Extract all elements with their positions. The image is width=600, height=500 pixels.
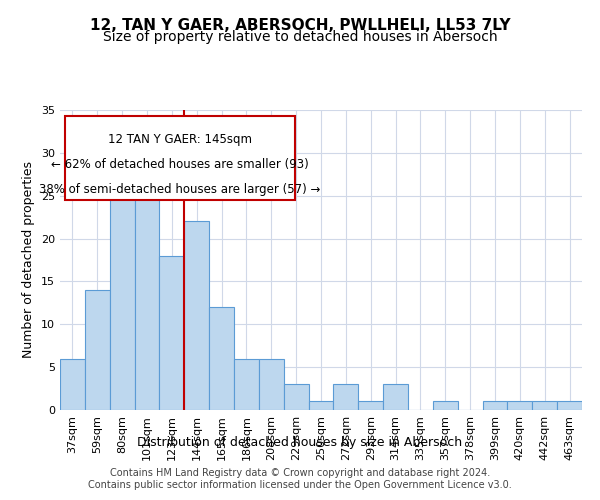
Bar <box>482 402 508 410</box>
Bar <box>358 402 383 410</box>
Bar <box>209 307 234 410</box>
Text: Size of property relative to detached houses in Abersoch: Size of property relative to detached ho… <box>103 30 497 44</box>
Text: 12, TAN Y GAER, ABERSOCH, PWLLHELI, LL53 7LY: 12, TAN Y GAER, ABERSOCH, PWLLHELI, LL53… <box>89 18 511 32</box>
Bar <box>532 402 557 410</box>
Bar <box>334 384 358 410</box>
Bar <box>433 402 458 410</box>
Text: 12 TAN Y GAER: 145sqm: 12 TAN Y GAER: 145sqm <box>108 133 252 146</box>
Text: Contains HM Land Registry data © Crown copyright and database right 2024.: Contains HM Land Registry data © Crown c… <box>110 468 490 477</box>
Text: Contains public sector information licensed under the Open Government Licence v3: Contains public sector information licen… <box>88 480 512 490</box>
Bar <box>308 402 334 410</box>
Bar <box>110 170 134 410</box>
Bar <box>160 256 184 410</box>
Y-axis label: Number of detached properties: Number of detached properties <box>22 162 35 358</box>
Bar <box>284 384 308 410</box>
Bar <box>383 384 408 410</box>
Text: 38% of semi-detached houses are larger (57) →: 38% of semi-detached houses are larger (… <box>40 184 321 196</box>
Text: ← 62% of detached houses are smaller (93): ← 62% of detached houses are smaller (93… <box>51 158 309 171</box>
Bar <box>234 358 259 410</box>
Bar <box>508 402 532 410</box>
Bar <box>60 358 85 410</box>
FancyBboxPatch shape <box>65 116 295 200</box>
Bar <box>259 358 284 410</box>
Bar <box>134 178 160 410</box>
Bar <box>85 290 110 410</box>
Bar <box>557 402 582 410</box>
Bar <box>184 222 209 410</box>
Text: Distribution of detached houses by size in Abersoch: Distribution of detached houses by size … <box>137 436 463 449</box>
